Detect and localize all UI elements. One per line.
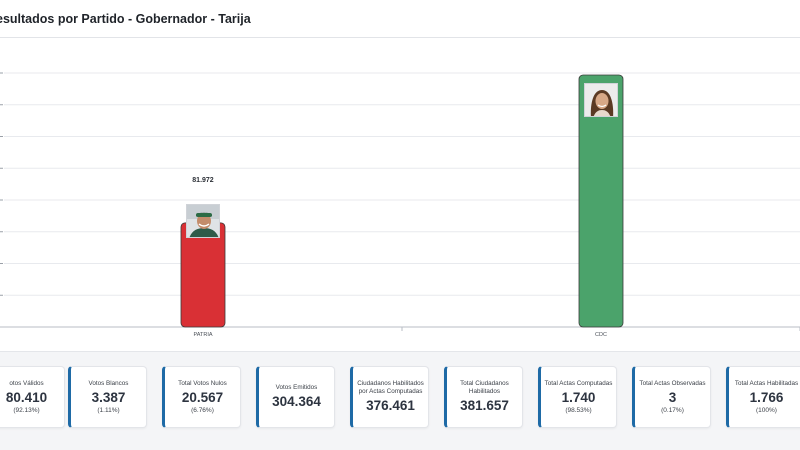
stat-card-votos-nulos: Total Votos Nulos 20.567 (6.76%) <box>162 366 241 428</box>
stat-value: 1.766 <box>749 390 784 405</box>
candidate-photo-man-icon <box>187 205 219 237</box>
stat-label: Votos Emitidos <box>275 384 318 391</box>
results-bar-chart: 81.972PATRIA198.438CDC <box>0 72 800 338</box>
stat-card-ciudadanos-habilitados: Total Ciudadanos Habilitados 381.657 <box>444 366 523 428</box>
stat-label: Total Votos Nulos <box>178 380 227 387</box>
x-tick-label: CDC <box>595 332 607 338</box>
header-bar: esultados por Partido - Gobernador - Tar… <box>0 0 800 38</box>
bar-value-label: 81.972 <box>192 177 214 184</box>
page-title: esultados por Partido - Gobernador - Tar… <box>0 12 251 26</box>
stat-card-actas-observadas: Total Actas Observadas 3 (0.17%) <box>632 366 711 428</box>
stat-percent: (100%) <box>756 407 777 414</box>
stat-value: 381.657 <box>460 398 509 413</box>
stat-percent: (0.17%) <box>661 407 684 414</box>
stat-label: Ciudadanos Habilitados por Actas Computa… <box>357 380 424 395</box>
bar-cdc[interactable] <box>578 74 624 328</box>
stat-value: 376.461 <box>366 398 415 413</box>
stat-card-ciudadanos-habilitados-actas: Ciudadanos Habilitados por Actas Computa… <box>350 366 429 428</box>
stat-value: 80.410 <box>5 390 48 405</box>
stat-label: Total Actas Habilitadas <box>734 380 799 387</box>
stat-label: Total Actas Computadas <box>544 380 613 387</box>
stat-percent: (92.13%) <box>13 407 40 414</box>
stat-percent: (1.11%) <box>97 407 120 414</box>
x-tick-label: PATRIA <box>193 332 212 338</box>
candidate-photo-woman-icon <box>585 84 617 116</box>
stat-label: Total Actas Observadas <box>639 380 706 387</box>
stat-label: Votos Blancos <box>88 380 129 387</box>
stat-value: 304.364 <box>272 394 321 409</box>
stat-card-votos-emitidos: Votos Emitidos 304.364 <box>256 366 335 428</box>
bar-patria[interactable] <box>180 222 226 328</box>
stat-percent: (6.76%) <box>191 407 214 414</box>
stats-row: otos Válidos 80.410 (92.13%) Votos Blancos 3… <box>0 366 800 430</box>
stat-percent: (98.53%) <box>565 407 592 414</box>
stat-value: 3.387 <box>91 390 126 405</box>
stat-card-actas-computadas: Total Actas Computadas 1.740 (98.53%) <box>538 366 617 428</box>
stat-card-votos-blancos: Votos Blancos 3.387 (1.11%) <box>68 366 147 428</box>
candidate-photo-patria[interactable] <box>186 204 220 238</box>
stat-value: 1.740 <box>561 390 596 405</box>
stat-card-actas-habilitadas: Total Actas Habilitadas 1.766 (100%) <box>726 366 800 428</box>
stat-card-votos-validos: otos Válidos 80.410 (92.13%) <box>0 366 65 428</box>
stat-label: otos Válidos <box>9 380 44 387</box>
stat-label: Total Ciudadanos Habilitados <box>460 380 509 395</box>
candidate-photo-cdc[interactable] <box>584 83 618 117</box>
stat-value: 20.567 <box>181 390 224 405</box>
chart-card: 81.972PATRIA198.438CDC <box>0 38 800 352</box>
stat-value: 3 <box>668 390 677 405</box>
